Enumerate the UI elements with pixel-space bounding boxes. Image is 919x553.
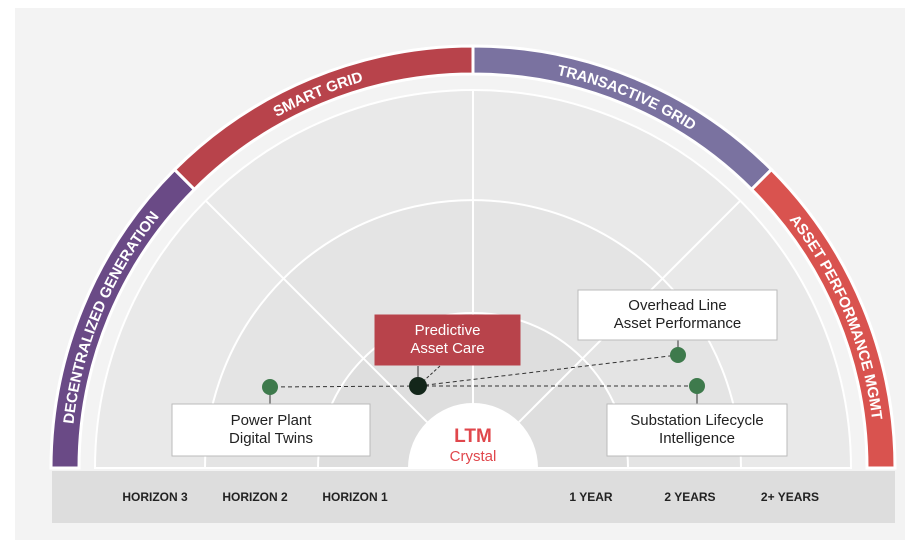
- node-box: [374, 314, 521, 366]
- node-label: Intelligence: [659, 430, 735, 447]
- hub-dot: [409, 377, 427, 395]
- axis-label: HORIZON 2: [222, 490, 288, 504]
- axis-label: HORIZON 3: [122, 490, 188, 504]
- node-box: [606, 403, 788, 457]
- center-title: LTM: [454, 426, 492, 447]
- dot: [670, 347, 686, 363]
- band: [749, 167, 897, 470]
- axis-label: 2+ YEARS: [761, 490, 819, 504]
- axis-bar: [52, 471, 895, 523]
- axis-label: 1 YEAR: [569, 490, 612, 504]
- center-subtitle: Crystal: [450, 448, 497, 465]
- radial-line: [205, 200, 428, 423]
- node-label: Asset Care: [410, 340, 484, 357]
- node-box: [577, 289, 778, 341]
- node-label: Power Plant: [231, 412, 313, 429]
- node-label: Overhead Line: [628, 297, 726, 314]
- center-circle: [408, 403, 538, 468]
- connector: [417, 354, 679, 387]
- axis-label: 2 YEARS: [664, 490, 715, 504]
- node-label: Substation Lifecycle: [630, 412, 763, 429]
- node-box: [171, 403, 371, 457]
- node-label: Digital Twins: [229, 430, 313, 447]
- axis-label: HORIZON 1: [322, 490, 388, 504]
- node-label: Predictive: [415, 322, 481, 339]
- dot: [689, 378, 705, 394]
- dot: [262, 379, 278, 395]
- node-label: Asset Performance: [614, 315, 742, 332]
- connector: [269, 385, 419, 388]
